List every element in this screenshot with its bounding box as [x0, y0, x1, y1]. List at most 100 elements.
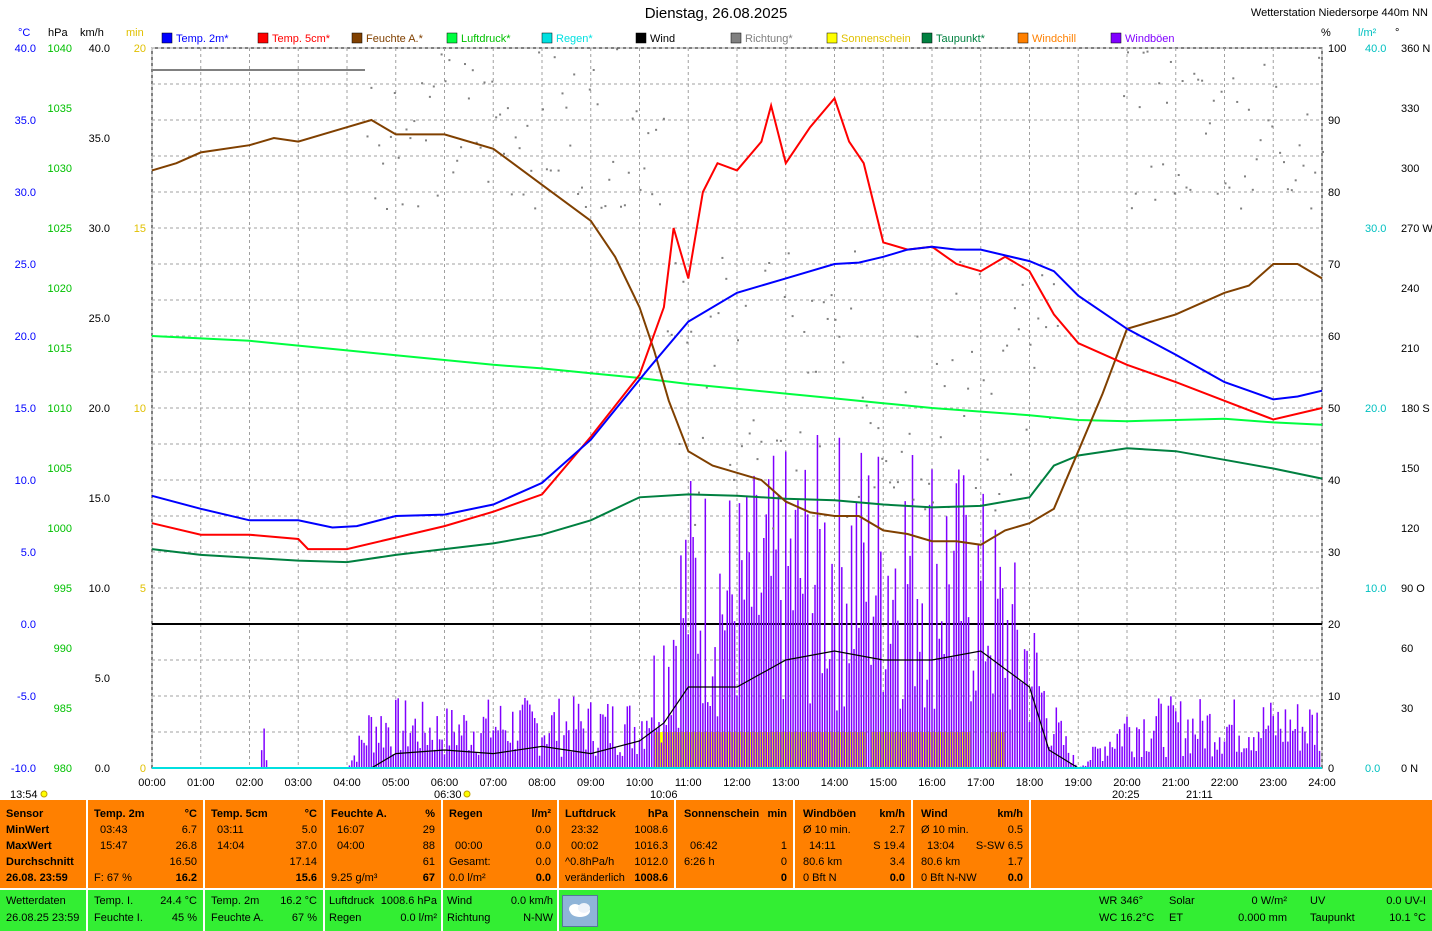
wind-header: Wind — [921, 808, 948, 820]
legend-label: Taupunkt* — [936, 33, 986, 45]
direction-dot — [881, 457, 884, 460]
direction-dot — [440, 53, 443, 56]
sun-tick-label: 0 — [140, 763, 146, 775]
temp-tick-label: 25.0 — [15, 259, 36, 271]
humidity-min-value: 29 — [422, 824, 435, 836]
direction-dot — [1173, 192, 1176, 195]
summary-temp2m-column: Temp. 2m °C 03:43 6.7 15:47 26.8 16.50 F: 6… — [88, 800, 205, 888]
gusts-max: S 19.4 — [873, 840, 905, 852]
gusts-bft: 0 Bft N — [803, 872, 837, 884]
direction-dot — [803, 330, 806, 333]
wind-tick-label: 25.0 — [89, 313, 110, 325]
humidity-tick-label: 50 — [1328, 403, 1340, 415]
time-tick-label: 13:00 — [772, 777, 800, 789]
direction-dot — [1181, 80, 1184, 83]
current-date: 26.08. 23:59 — [6, 872, 68, 884]
direction-tick-label: 180 S — [1401, 403, 1430, 415]
direction-dot — [1006, 344, 1009, 347]
legend-swatch — [730, 32, 742, 44]
direction-dot — [974, 487, 977, 490]
wind-tick-label: 15.0 — [89, 493, 110, 505]
direction-dot — [1029, 343, 1032, 346]
pressure-state: veränderlich — [565, 872, 625, 884]
direction-dot — [581, 186, 583, 189]
direction-dot — [1138, 106, 1141, 109]
direction-dot — [639, 188, 642, 191]
humidity-max-time: 04:00 — [337, 840, 365, 852]
direction-dot — [409, 137, 412, 140]
legend-label: Wind — [650, 33, 675, 45]
sun-tick-label: 5 — [140, 583, 146, 595]
direction-dot — [417, 205, 420, 208]
temp5cm-now: 15.6 — [295, 872, 317, 884]
temp2m-min-time: 03:43 — [100, 824, 128, 836]
direction-dot — [495, 116, 498, 119]
legend-label: Temp. 2m* — [176, 33, 229, 45]
direction-dot — [1212, 99, 1215, 102]
direction-tick-label: 210 — [1401, 343, 1419, 355]
pressure-tick-label: 1005 — [48, 463, 72, 475]
rain-now: 0.0 — [535, 872, 551, 884]
direction-dot — [744, 304, 747, 307]
direction-dot — [1275, 85, 1278, 88]
direction-tick-label: 300 — [1401, 163, 1419, 175]
footer-weatherdata: Wetterdaten 26.08.25 23:59 — [0, 890, 88, 931]
direction-dot — [623, 204, 626, 207]
time-tick-label: 08:00 — [528, 777, 556, 789]
direction-dot — [491, 80, 494, 83]
direction-dot — [1045, 326, 1048, 329]
direction-dot — [838, 335, 841, 338]
direction-dot — [397, 156, 400, 159]
direction-dot — [374, 197, 377, 200]
humidity-tick-label: 100 — [1328, 43, 1346, 55]
direction-dot — [916, 335, 919, 338]
gusts-now: 0.0 — [889, 872, 905, 884]
sun-header: Sonnenschein — [684, 808, 760, 820]
direction-dot — [557, 169, 560, 172]
humidity-tick-label: 60 — [1328, 331, 1340, 343]
axis-unit-rain: l/m² — [1358, 27, 1377, 39]
direction-dot — [760, 440, 763, 443]
direction-dot — [1290, 189, 1293, 192]
footer-uv-label: UV — [1310, 895, 1326, 907]
direction-dot — [795, 469, 798, 472]
direction-dot — [596, 103, 599, 106]
direction-dot — [1013, 307, 1016, 310]
legend-label: Regen* — [556, 33, 593, 45]
temp2m-max-value: 26.8 — [175, 840, 197, 852]
direction-dot — [1208, 122, 1211, 125]
direction-dot — [655, 128, 658, 131]
legend-swatch — [1110, 32, 1122, 44]
direction-dot — [506, 107, 509, 110]
footer-rain-label: Regen — [329, 912, 362, 924]
footer-pressure: 1008.6 hPa — [380, 895, 437, 907]
temp2m-avg: 16.50 — [169, 856, 197, 868]
direction-dot — [1154, 198, 1157, 201]
direction-dot — [1236, 100, 1239, 103]
time-tick-label: 22:00 — [1211, 777, 1239, 789]
direction-dot — [674, 262, 677, 265]
direction-dot — [729, 463, 732, 466]
wind-tick-label: 5.0 — [95, 673, 110, 685]
axis-unit-wind: km/h — [80, 27, 104, 39]
pressure-tick-label: 1000 — [48, 523, 72, 535]
pressure-header: Luftdruck — [565, 808, 616, 820]
direction-tick-label: 270 W — [1401, 223, 1432, 235]
direction-dot — [721, 256, 724, 259]
direction-dot — [592, 68, 595, 71]
temp5cm-avg: 17.14 — [289, 856, 317, 868]
footer-bar: Wetterdaten 26.08.25 23:59 Temp. I. 24.4 … — [0, 890, 1432, 931]
direction-dot — [959, 260, 962, 263]
pressure-avg: 1012.0 — [634, 856, 668, 868]
direction-dot — [1294, 179, 1297, 182]
humidity-tick-label: 90 — [1328, 115, 1340, 127]
direction-dot — [908, 432, 911, 435]
direction-dot — [756, 458, 759, 461]
summary-wind-column: Wind km/h Ø 10 min. 0.5 13:04 S-SW 6.5 80.6… — [913, 800, 1031, 888]
sun-duration: 6:26 h — [684, 856, 715, 868]
footer-wind-direction: WR 346° — [1099, 895, 1144, 907]
axis-unit-direction: ° — [1395, 27, 1399, 39]
direction-dot — [651, 193, 654, 196]
direction-dot — [1216, 192, 1219, 195]
legend-swatch — [635, 32, 647, 44]
